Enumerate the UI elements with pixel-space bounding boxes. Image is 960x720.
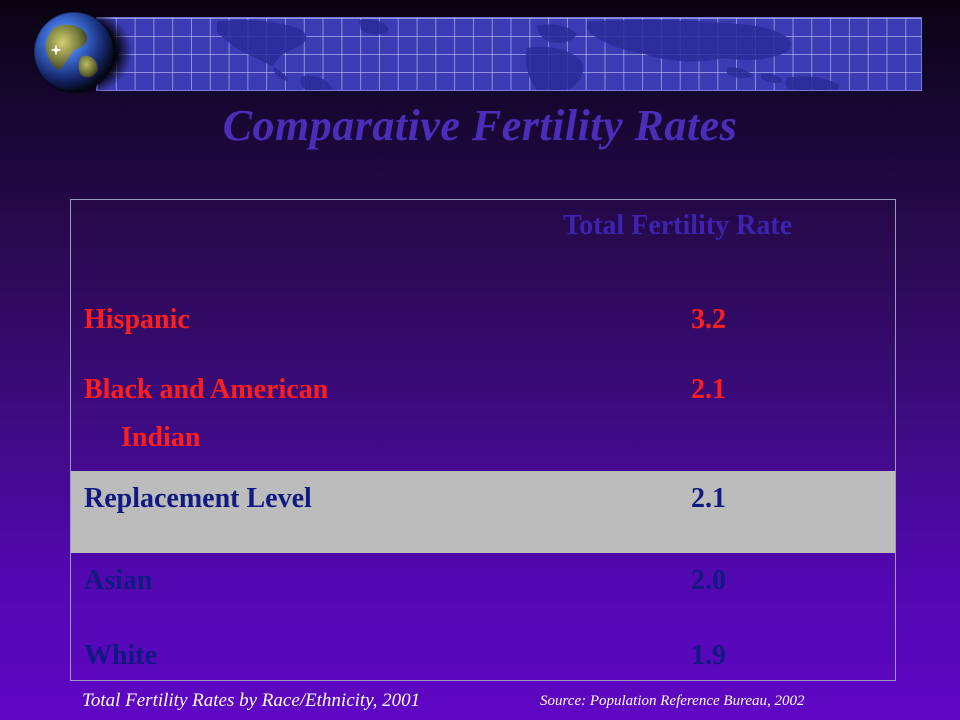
- row-value: 3.2: [691, 304, 726, 335]
- table-caption: Total Fertility Rates by Race/Ethnicity,…: [82, 690, 421, 711]
- row-label: Black and American: [84, 374, 329, 405]
- row-label: Hispanic: [84, 304, 190, 335]
- row-label: Replacement Level: [84, 483, 312, 514]
- world-map-icon: [97, 19, 839, 90]
- table-row-black-american-indian: Black and American Indian 2.1: [71, 366, 895, 462]
- slide-title: Comparative Fertility Rates: [222, 101, 738, 150]
- row-label: Asian: [84, 565, 153, 596]
- row-value: 1.9: [691, 640, 726, 671]
- header-banner: [0, 0, 960, 96]
- column-header-total-fertility-rate: Total Fertility Rate: [563, 210, 793, 241]
- row-label: White: [84, 640, 158, 671]
- row-label-continuation: Indian: [121, 422, 201, 453]
- row-value: 2.0: [691, 565, 726, 596]
- globe-icon: [24, 8, 134, 96]
- source-note: Source: Population Reference Bureau, 200…: [540, 693, 805, 709]
- table-row-replacement-level: Replacement Level 2.1: [71, 471, 895, 553]
- world-map-grid: [96, 17, 922, 91]
- row-value: 2.1: [691, 483, 726, 514]
- row-value: 2.1: [691, 374, 726, 405]
- fertility-table: Total Fertility Rate Hispanic 3.2 Black …: [70, 199, 896, 681]
